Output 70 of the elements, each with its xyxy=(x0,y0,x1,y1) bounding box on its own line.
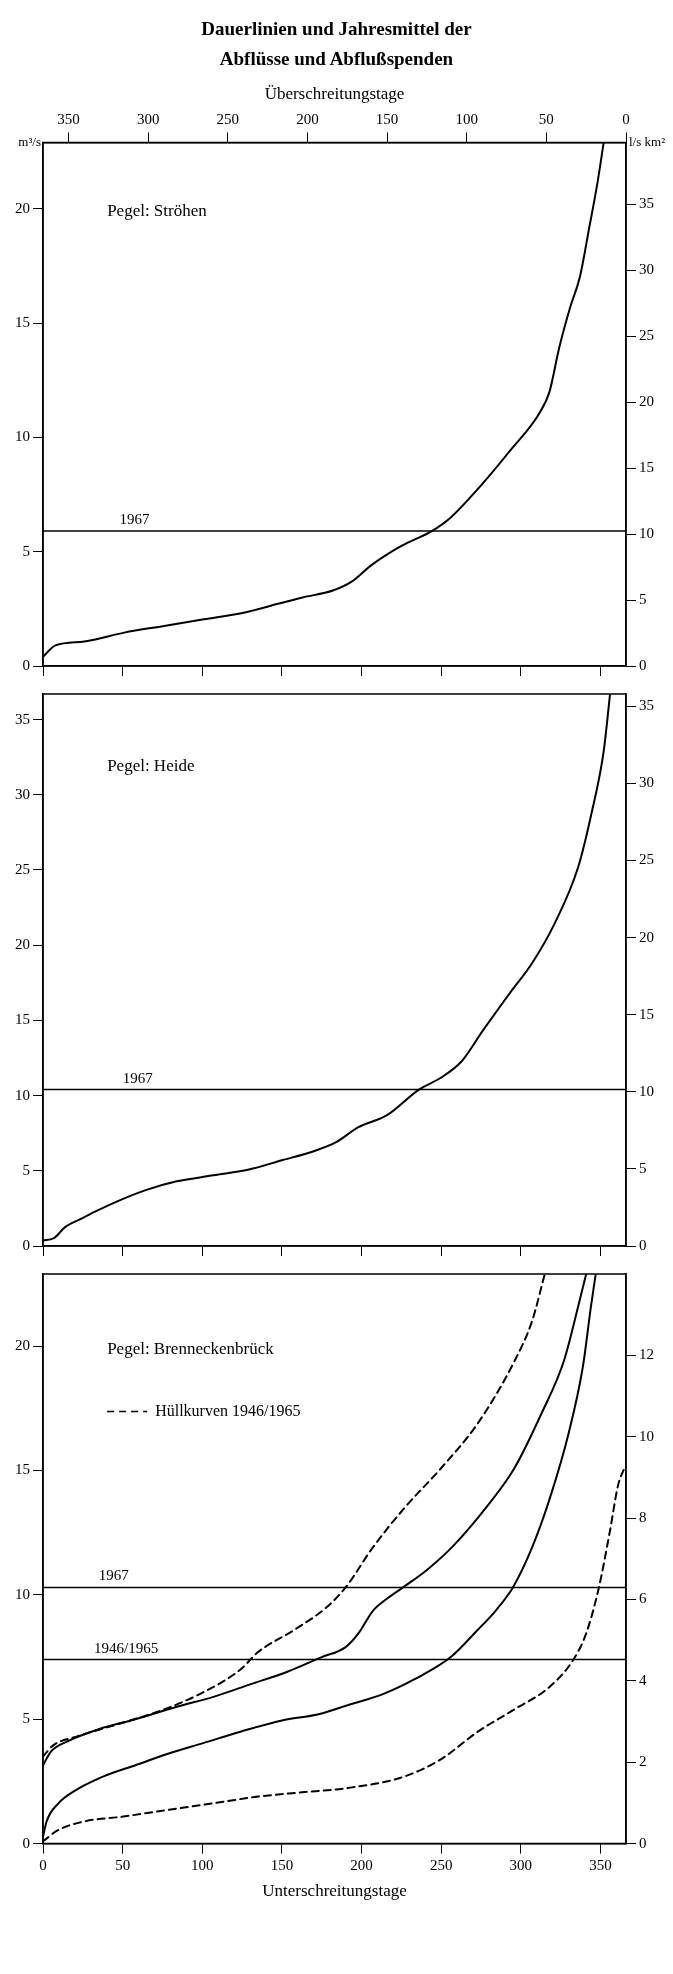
x-tick-label: 0 xyxy=(39,1856,47,1873)
legend-label: Hüllkurven 1946/1965 xyxy=(155,1402,301,1420)
y2-tick-label: 0 xyxy=(639,1834,647,1851)
annotation: Pegel: Heide xyxy=(107,756,195,776)
y-tick-label: 15 xyxy=(15,1011,30,1028)
x2-tick-label: 250 xyxy=(216,111,240,128)
y2-tick-label: 35 xyxy=(639,195,654,212)
y2-tick-label: 0 xyxy=(639,1236,647,1253)
y2-tick-label: 20 xyxy=(639,928,654,945)
annotation: 1946/1965 xyxy=(93,1639,159,1656)
y-tick-label: 15 xyxy=(15,1461,30,1478)
x-tick-label: 100 xyxy=(191,1856,214,1873)
annotation: Pegel: Ströhen xyxy=(107,200,208,220)
y2-tick-label: 20 xyxy=(639,393,654,410)
x2-tick-label: 0 xyxy=(622,111,630,128)
y-tick-label: 20 xyxy=(15,1337,30,1354)
y2-tick-label: 6 xyxy=(639,1590,647,1607)
y-tick-label: 15 xyxy=(15,313,30,330)
x2-tick-label: 200 xyxy=(296,111,319,128)
y2-tick-label: 0 xyxy=(639,656,647,673)
y-tick-label: 5 xyxy=(22,1161,30,1178)
y2-tick-label: 4 xyxy=(639,1671,647,1688)
y2-tick-label: 5 xyxy=(639,1159,647,1176)
y2-axis-title: l/s km² xyxy=(629,134,666,150)
y-tick-label: 10 xyxy=(15,428,30,445)
y2-tick-label: 25 xyxy=(639,327,654,344)
y-tick-label: 10 xyxy=(15,1086,30,1103)
y-tick-label: 0 xyxy=(22,1834,30,1851)
x-tick-label: 250 xyxy=(429,1856,453,1873)
y2-tick-label: 12 xyxy=(639,1346,654,1363)
x2-tick-label: 100 xyxy=(455,111,478,128)
x2-axis-title: Überschreitungstage xyxy=(264,83,405,103)
x-tick-label: 200 xyxy=(350,1856,373,1873)
y2-tick-label: 35 xyxy=(639,697,654,714)
x-tick-label: 50 xyxy=(115,1856,131,1873)
y2-tick-label: 10 xyxy=(639,1082,654,1099)
y2-tick-label: 2 xyxy=(639,1753,647,1770)
y2-tick-label: 8 xyxy=(639,1509,647,1526)
y-tick-label: 0 xyxy=(22,656,30,673)
x-tick-label: 300 xyxy=(509,1856,533,1873)
x-tick-label: 150 xyxy=(270,1856,294,1873)
annotation: 1967 xyxy=(119,511,150,528)
y2-tick-label: 5 xyxy=(639,590,647,607)
chart-title: Dauerlinien und Jahresmittel der Abflüsse und Abflußspenden xyxy=(200,17,473,71)
annotation: 1967 xyxy=(98,1567,130,1584)
y-tick-label: 20 xyxy=(15,936,30,953)
y-axis-title: m³/s xyxy=(18,134,41,150)
x2-tick-label: 350 xyxy=(57,111,80,128)
y2-tick-label: 15 xyxy=(639,459,654,476)
x2-tick-label: 300 xyxy=(136,111,160,128)
y-tick-label: 0 xyxy=(22,1236,30,1253)
y-tick-label: 35 xyxy=(15,710,30,727)
x2-tick-label: 50 xyxy=(538,111,554,128)
x-axis-title: Unterschreitungstage xyxy=(262,1881,407,1901)
annotation: Pegel: Brenneckenbrück xyxy=(107,1338,275,1358)
y-tick-label: 10 xyxy=(15,1585,30,1602)
y2-tick-label: 10 xyxy=(639,525,654,542)
y-tick-label: 30 xyxy=(15,785,30,802)
y2-tick-label: 30 xyxy=(639,774,654,791)
y-tick-label: 25 xyxy=(15,860,30,877)
x-tick-label: 350 xyxy=(589,1856,612,1873)
y-tick-label: 5 xyxy=(22,1710,30,1727)
y2-tick-label: 25 xyxy=(639,851,654,868)
x2-tick-label: 150 xyxy=(375,111,399,128)
y-tick-label: 20 xyxy=(15,199,30,216)
y-tick-label: 5 xyxy=(22,542,30,559)
y2-tick-label: 30 xyxy=(639,261,654,278)
y2-tick-label: 10 xyxy=(639,1427,654,1444)
y2-tick-label: 15 xyxy=(639,1005,654,1022)
annotation: 1967 xyxy=(122,1069,154,1086)
